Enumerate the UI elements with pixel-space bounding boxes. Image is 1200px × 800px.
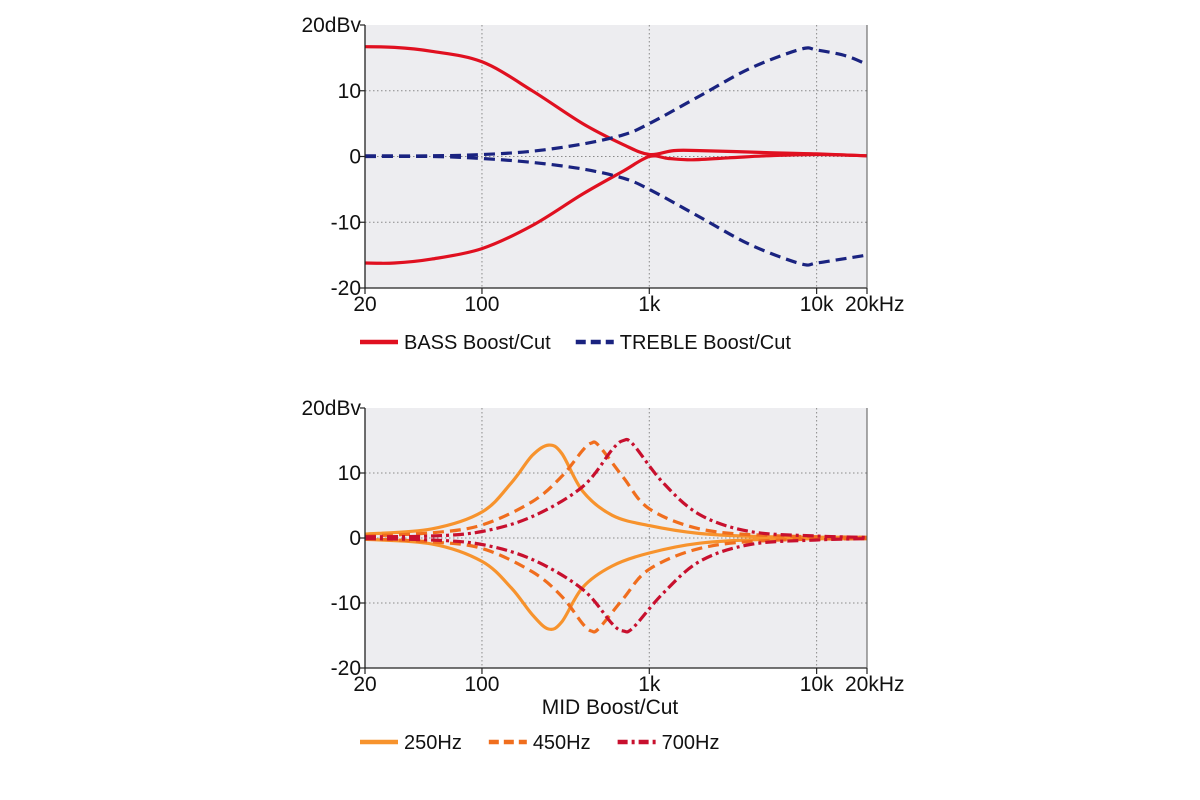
y-tick-label: 20dBv — [301, 14, 361, 37]
x-tick-label: 10k — [800, 293, 834, 316]
y-tick-label: -20 — [331, 657, 361, 680]
x-tick-label: 20kHz — [845, 673, 905, 696]
y-tick-label: 0 — [349, 527, 361, 550]
x-tick-label: 1k — [638, 293, 661, 316]
legend-label: 450Hz — [533, 732, 591, 754]
y-tick-label: 0 — [349, 146, 361, 169]
legend: 250Hz 450Hz 700Hz — [360, 732, 719, 754]
y-tick-label: 20dBv — [301, 397, 361, 420]
series-line-250hz — [364, 443, 868, 539]
x-tick-label: 1k — [638, 673, 661, 696]
series-line-700hz — [364, 537, 868, 634]
series-line-450hz — [364, 440, 868, 539]
x-tick-label: 10k — [800, 673, 834, 696]
x-axis-label: MID Boost/Cut — [542, 696, 679, 719]
y-tick-label: -10 — [331, 592, 361, 615]
x-tick-label: 100 — [464, 293, 499, 316]
series-line-bass-boost-cut — [364, 45, 868, 158]
legend-label: BASS Boost/Cut — [404, 332, 551, 354]
series-line-bass-boost-cut — [364, 152, 868, 265]
series-line-450hz — [364, 537, 868, 634]
legend-label: 700Hz — [662, 732, 720, 754]
x-tick-label: 20kHz — [845, 293, 905, 316]
x-tick-label: 20 — [353, 293, 376, 316]
legend: BASS Boost/Cut TREBLE Boost/Cut — [360, 332, 791, 354]
y-tick-label: -20 — [331, 277, 361, 300]
y-tick-label: -10 — [331, 211, 361, 234]
legend-label: TREBLE Boost/Cut — [620, 332, 792, 354]
legend-label: 250Hz — [404, 732, 462, 754]
x-tick-label: 100 — [464, 673, 499, 696]
y-tick-label: 10 — [338, 80, 361, 103]
x-tick-label: 20 — [353, 673, 376, 696]
y-tick-label: 10 — [338, 462, 361, 485]
series-line-700hz — [364, 437, 868, 539]
series-line-250hz — [364, 537, 868, 631]
